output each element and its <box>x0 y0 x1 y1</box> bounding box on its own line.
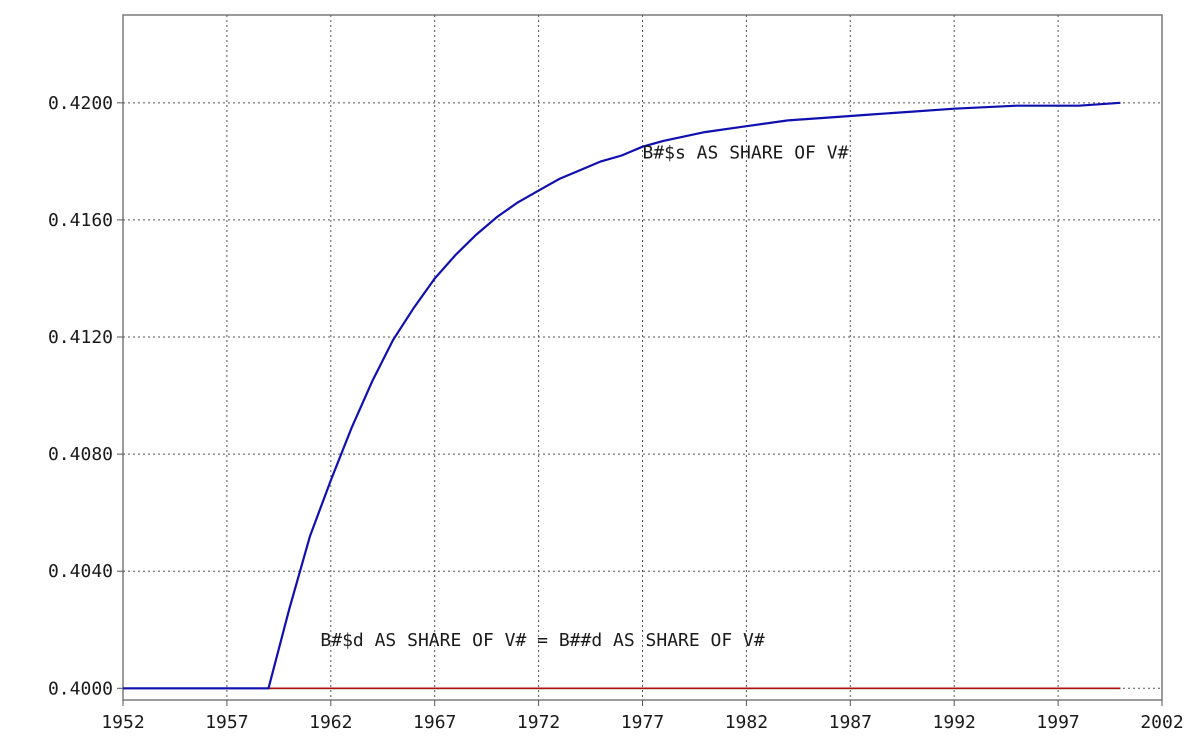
x-tick-label: 1952 <box>101 712 144 733</box>
x-tick-label: 1982 <box>725 712 768 733</box>
y-tick-label: 0.4120 <box>48 327 113 348</box>
x-tick-label: 1997 <box>1036 712 1079 733</box>
x-tick-label: 1967 <box>413 712 456 733</box>
x-tick-label: 1977 <box>621 712 664 733</box>
grid-layer <box>123 15 1162 700</box>
x-tick-label: 1992 <box>933 712 976 733</box>
x-axis: 1952 1957 1962 1967 1972 1977 1982 1987 1992 1997… <box>101 700 1184 733</box>
annotation-layer: B#$s AS SHARE OF V# B#$d AS SHARE OF V# =… <box>320 142 848 650</box>
annotation-label: B#$s AS SHARE OF V# <box>643 142 849 163</box>
y-tick-label: 0.4000 <box>48 678 113 699</box>
annotation-label: B#$d AS SHARE OF V# = B##d AS SHARE OF V… <box>320 630 764 651</box>
x-tick-label: 1957 <box>205 712 248 733</box>
y-axis: 0.4000 0.4040 0.4080 0.4120 0.4160 0.4200 <box>48 93 123 699</box>
plot-frame <box>122 14 1163 701</box>
series-line-b-s-as-share-of-v <box>123 101 1121 690</box>
y-tick-label: 0.4160 <box>48 210 113 231</box>
y-tick-label: 0.4080 <box>48 444 113 465</box>
x-tick-label: 1972 <box>517 712 560 733</box>
x-tick-label: 1962 <box>309 712 352 733</box>
y-tick-label: 0.4200 <box>48 93 113 114</box>
x-tick-label: 1987 <box>829 712 872 733</box>
series-layer <box>123 101 1121 690</box>
y-tick-label: 0.4040 <box>48 561 113 582</box>
x-tick-label: 2002 <box>1140 712 1183 733</box>
